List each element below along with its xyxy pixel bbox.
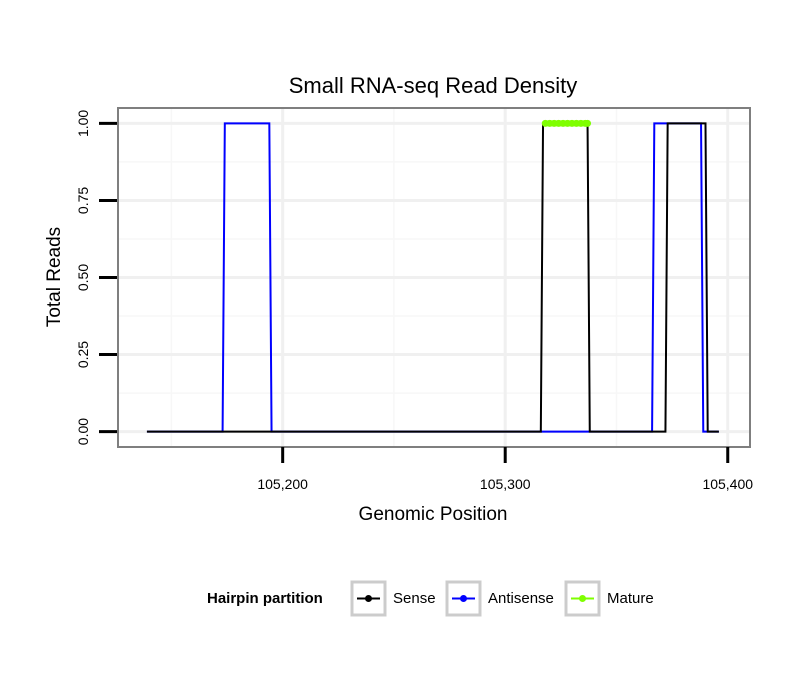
- series-lines: [146, 119, 719, 433]
- y-tick-label: 1.00: [75, 110, 91, 137]
- legend: Hairpin partition Sense Antisense Mature: [207, 580, 654, 617]
- mature-point: [584, 119, 592, 127]
- y-axis-title: Total Reads: [44, 227, 65, 327]
- chart-title: Small RNA-seq Read Density: [289, 73, 578, 98]
- legend-label-sense: Sense: [393, 590, 436, 607]
- legend-label-mature: Mature: [607, 590, 654, 607]
- x-tick-label: 105,400: [702, 476, 753, 492]
- x-tick-label: 105,200: [257, 476, 308, 492]
- y-tick-label: 0.25: [75, 341, 91, 368]
- legend-point-antisense: [460, 595, 467, 602]
- x-tick-label: 105,300: [480, 476, 531, 492]
- y-tick-label: 0.75: [75, 187, 91, 214]
- series-line-sense: [146, 122, 719, 433]
- legend-point-sense: [365, 595, 372, 602]
- legend-label-antisense: Antisense: [488, 590, 554, 607]
- y-tick-label: 0.00: [75, 418, 91, 445]
- legend-title: Hairpin partition: [207, 590, 323, 607]
- axes: 105,200 105,300 105,400 0.00 0.25 0.50 0.75 1.0…: [75, 110, 753, 492]
- x-axis-title: Genomic Position: [359, 504, 508, 525]
- legend-point-mature: [579, 595, 586, 602]
- y-tick-label: 0.50: [75, 264, 91, 291]
